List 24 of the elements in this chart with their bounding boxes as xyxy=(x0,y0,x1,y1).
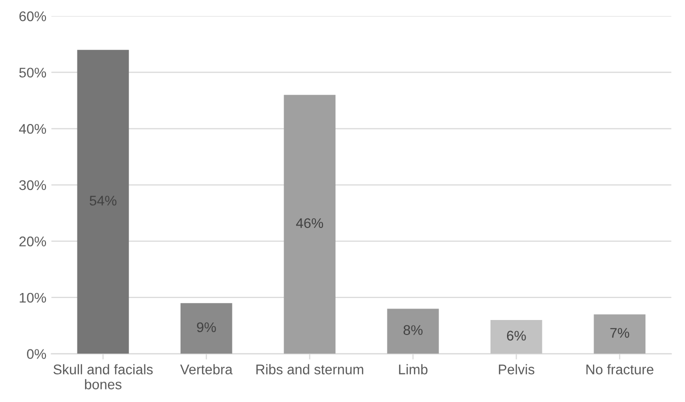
y-tick-label: 0% xyxy=(26,349,46,359)
bar xyxy=(387,308,439,354)
y-tick-label: 60% xyxy=(19,11,46,22)
data-label: 7% xyxy=(610,328,630,338)
y-tick-label: 40% xyxy=(19,124,46,134)
x-tick-label: Limb xyxy=(399,364,428,374)
bar xyxy=(594,314,646,354)
y-tick-label: 50% xyxy=(19,68,46,78)
y-tick-label: 10% xyxy=(20,292,46,303)
bar xyxy=(490,320,542,354)
x-tick-label: Ribs and sternum xyxy=(256,364,364,374)
bar xyxy=(180,303,232,354)
x-tick-label: Pelvis xyxy=(498,364,534,374)
y-tick-label: 30% xyxy=(19,180,46,190)
data-label: 8% xyxy=(404,325,423,335)
bar xyxy=(77,50,129,354)
x-tick-label: Vertebra xyxy=(180,364,233,374)
bar xyxy=(284,94,336,354)
x-tick-label: No fracture xyxy=(586,364,654,374)
data-label: 6% xyxy=(506,330,526,341)
data-label: 46% xyxy=(296,218,324,228)
y-tick-label: 20% xyxy=(19,236,46,246)
data-label: 9% xyxy=(196,322,216,332)
x-tick-label: Skull and facials bones xyxy=(53,364,153,390)
